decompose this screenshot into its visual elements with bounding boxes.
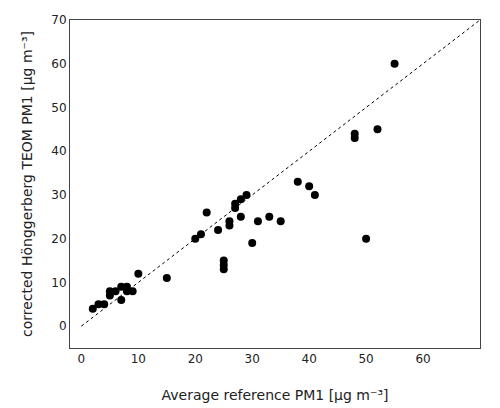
svg-text:Average reference PM1 [μg m⁻³]: Average reference PM1 [μg m⁻³] <box>162 387 389 403</box>
svg-text:0: 0 <box>78 352 86 366</box>
svg-text:50: 50 <box>51 101 66 115</box>
svg-text:60: 60 <box>415 352 430 366</box>
svg-text:40: 40 <box>51 144 66 158</box>
svg-text:50: 50 <box>358 352 373 366</box>
svg-text:0: 0 <box>59 319 67 333</box>
svg-text:10: 10 <box>131 352 146 366</box>
svg-text:40: 40 <box>302 352 317 366</box>
svg-text:70: 70 <box>51 13 66 27</box>
svg-text:10: 10 <box>51 276 66 290</box>
svg-text:60: 60 <box>51 57 66 71</box>
svg-text:corrected Hönggerberg TEOM PM1: corrected Hönggerberg TEOM PM1 [μg m⁻³] <box>19 31 35 337</box>
svg-text:20: 20 <box>51 232 66 246</box>
svg-text:30: 30 <box>245 352 260 366</box>
svg-text:20: 20 <box>188 352 203 366</box>
svg-text:30: 30 <box>51 188 66 202</box>
